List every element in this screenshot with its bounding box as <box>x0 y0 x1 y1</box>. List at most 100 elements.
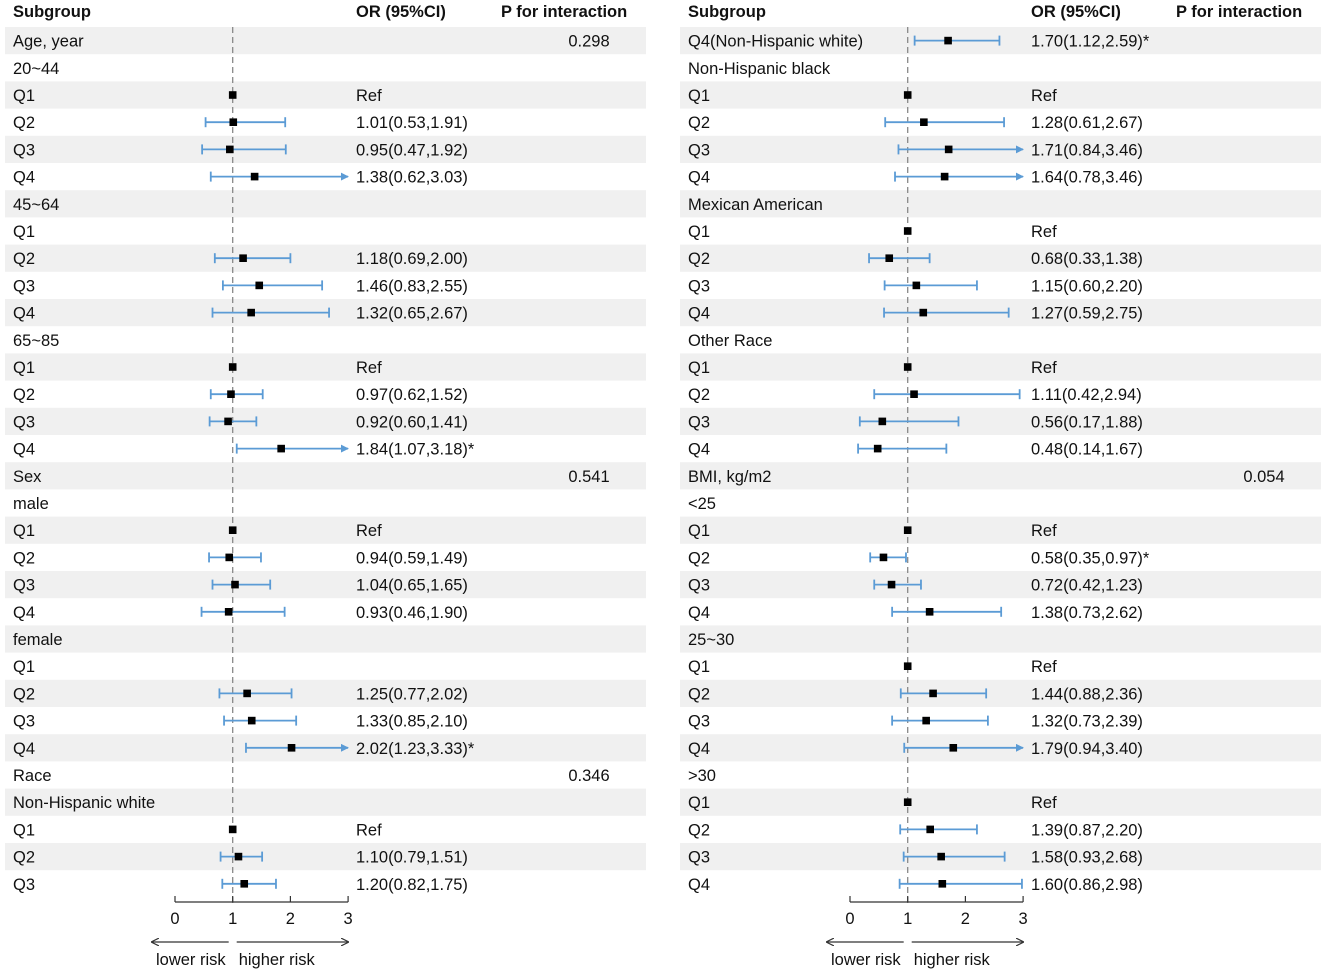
or-point <box>903 363 912 371</box>
row-band <box>5 353 646 381</box>
row-or-ci: 1.58(0.93,2.68) <box>1031 849 1143 867</box>
row-label: Q2 <box>688 549 710 567</box>
or-point <box>226 145 234 154</box>
row-p-interaction: 0.298 <box>568 33 609 51</box>
row-label: Q1 <box>688 359 710 377</box>
or-point <box>944 36 952 45</box>
row-band <box>680 81 1321 109</box>
row-or-ci: 1.38(0.73,2.62) <box>1031 604 1143 622</box>
row-label: Q2 <box>688 821 710 839</box>
row-label: Age, year <box>13 33 84 51</box>
or-point <box>247 716 256 725</box>
row-label: female <box>13 631 63 649</box>
row-or-ci: 1.38(0.62,3.03) <box>356 169 468 187</box>
row-p-interaction: 0.346 <box>568 767 609 785</box>
row-label: male <box>13 495 49 513</box>
x-tick-label: 1 <box>228 910 237 928</box>
row-p-interaction: 0.541 <box>568 468 609 486</box>
row-label: Q3 <box>688 713 710 731</box>
row-or-ci: 0.94(0.59,1.49) <box>356 549 468 567</box>
row-or-ci: 0.93(0.46,1.90) <box>356 604 468 622</box>
row-label: Q4 <box>688 441 710 459</box>
row-or-ci: Ref <box>1031 223 1057 241</box>
row-or-ci: 1.01(0.53,1.91) <box>356 114 468 132</box>
or-point <box>937 852 945 861</box>
or-point <box>873 444 882 453</box>
row-label: Q4 <box>13 441 35 459</box>
or-point <box>925 608 934 616</box>
row-or-ci: 1.20(0.82,1.75) <box>356 876 468 894</box>
row-label: Q1 <box>688 658 710 676</box>
or-point <box>887 580 896 589</box>
row-or-ci: 1.39(0.87,2.20) <box>1031 821 1143 839</box>
row-label: Q1 <box>13 522 35 540</box>
or-point <box>949 744 958 752</box>
row-or-ci: Ref <box>1031 359 1057 377</box>
row-or-ci: Ref <box>356 359 382 377</box>
row-band <box>5 244 646 272</box>
row-label: Q3 <box>13 413 35 431</box>
row-label: Q2 <box>13 685 35 703</box>
x-tick-label: 3 <box>344 910 353 928</box>
or-point <box>926 825 935 834</box>
or-point <box>243 689 251 698</box>
or-point <box>255 281 264 290</box>
or-point <box>240 880 249 888</box>
row-band <box>5 462 646 490</box>
row-band <box>5 81 646 109</box>
or-point <box>938 880 947 888</box>
row-band <box>680 516 1321 544</box>
or-ci-header: OR (95%CI) <box>1031 3 1121 21</box>
row-label: >30 <box>688 767 716 785</box>
or-point <box>229 118 238 126</box>
row-label: Q4 <box>688 740 710 758</box>
higher-risk-label: higher risk <box>239 951 316 969</box>
row-or-ci: 1.27(0.59,2.75) <box>1031 305 1143 323</box>
row-label: Q1 <box>13 359 35 377</box>
or-point <box>920 118 928 126</box>
or-point <box>231 580 239 589</box>
lower-risk-label: lower risk <box>831 951 901 969</box>
row-label: Q3 <box>13 577 35 595</box>
row-label: Q3 <box>688 413 710 431</box>
x-tick-label: 2 <box>286 910 295 928</box>
row-or-ci: Ref <box>1031 658 1057 676</box>
row-band <box>5 190 646 218</box>
row-or-ci: 0.95(0.47,1.92) <box>356 141 468 159</box>
row-label: Q4 <box>13 604 35 622</box>
row-band <box>680 679 1321 707</box>
or-point <box>929 689 937 698</box>
row-label: Non-Hispanic white <box>13 794 155 812</box>
row-or-ci: Ref <box>1031 87 1057 105</box>
forest-panel-left: Subgroup OR (95%CI) P for interaction Age, … <box>5 3 646 969</box>
subgroup-header: Subgroup <box>688 3 766 21</box>
row-band <box>680 353 1321 381</box>
row-or-ci: 1.33(0.85,2.10) <box>356 713 468 731</box>
or-point <box>879 553 888 562</box>
row-or-ci: 1.70(1.12,2.59)* <box>1031 33 1150 51</box>
row-or-ci: 0.68(0.33,1.38) <box>1031 250 1143 268</box>
row-band <box>680 462 1321 490</box>
or-point <box>224 417 232 426</box>
or-point <box>885 254 894 262</box>
row-label: Q3 <box>688 141 710 159</box>
row-or-ci: 0.97(0.62,1.52) <box>356 386 468 404</box>
row-or-ci: 1.25(0.77,2.02) <box>356 685 468 703</box>
row-or-ci: Ref <box>356 522 382 540</box>
row-label: Q1 <box>13 821 35 839</box>
row-label: Q3 <box>13 277 35 295</box>
row-label: Non-Hispanic black <box>688 60 831 78</box>
row-band <box>680 788 1321 816</box>
row-or-ci: 0.58(0.35,0.97)* <box>1031 549 1150 567</box>
or-point <box>903 526 912 534</box>
row-band <box>5 788 646 816</box>
row-label: Q4 <box>688 604 710 622</box>
or-point <box>940 172 949 181</box>
row-or-ci: Ref <box>1031 794 1057 812</box>
or-point <box>228 526 237 534</box>
row-label: Race <box>13 767 52 785</box>
x-tick-label: 0 <box>845 910 854 928</box>
x-tick-label: 1 <box>903 910 912 928</box>
row-label: Q3 <box>13 141 35 159</box>
